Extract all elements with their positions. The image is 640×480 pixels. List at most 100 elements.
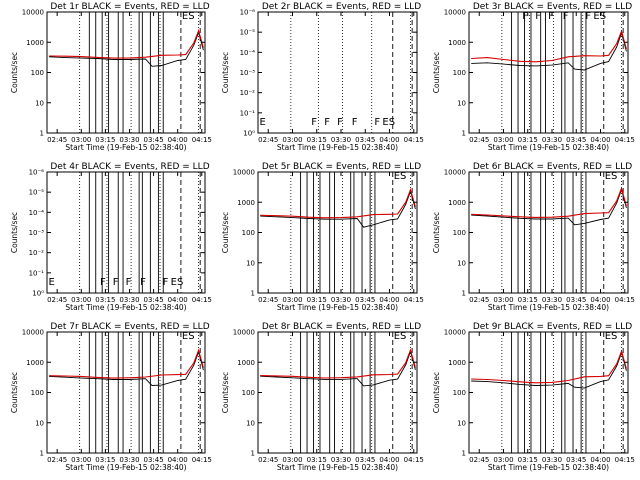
flag-label: ES [605,171,618,182]
y-tick-label: 10⁻⁵ [240,29,256,37]
y-tick-label: 1 [462,450,466,458]
flag-label: ES [382,117,395,128]
x-tick-label: 04:15 [404,136,424,144]
y-tick-label: 10 [35,419,44,427]
x-tick-label: 04:00 [379,136,399,144]
x-tick-label: 04:15 [615,296,635,304]
y-axis-label: Counts/sec [221,372,230,413]
x-tick-label: 02:45 [469,456,489,464]
x-tick-label: 03:45 [566,136,586,144]
y-tick-label: 10⁻² [29,249,45,257]
y-tick-label: 10000 [444,169,466,177]
flag-label: F [140,277,146,288]
y-tick-label: 100 [453,229,466,237]
series-line-lld [260,187,416,219]
flag-label: ES [171,277,184,288]
x-tick-label: 03:15 [95,136,115,144]
panel-title: Det 6r BLACK = Events, RED = LLD [473,162,632,172]
flag-label: F [311,117,317,128]
y-tick-label: 1 [251,290,255,298]
series-line-lld [471,29,627,63]
x-tick-label: 03:45 [143,136,163,144]
x-tick-label: 04:15 [404,456,424,464]
flag-label: F [585,11,591,22]
x-tick-label: 03:00 [493,456,513,464]
y-tick-label: 100 [242,229,255,237]
x-tick-label: 02:45 [47,456,67,464]
y-tick-label: 1 [251,450,255,458]
x-axis-label: Start Time (19-Feb-15 02:38:40) [277,303,398,312]
y-tick-label: 10⁻⁵ [29,189,45,197]
x-tick-label: 02:45 [258,136,278,144]
x-tick-label: 04:00 [590,296,610,304]
x-tick-label: 03:00 [282,456,302,464]
y-tick-label: 1000 [237,359,255,367]
panel-title: Det 9r BLACK = Events, RED = LLD [473,322,632,332]
y-tick-label: 1 [40,130,44,138]
flag-label: F [548,11,554,22]
x-tick-label: 03:30 [542,296,562,304]
x-tick-label: 02:45 [258,296,278,304]
flag-label: ES [593,11,606,22]
flag-label: ES [394,171,407,182]
x-tick-label: 04:15 [192,296,212,304]
y-tick-label: 1 [462,130,466,138]
x-tick-label: 03:00 [71,296,91,304]
x-tick-label: 03:45 [566,296,586,304]
x-axis-label: Start Time (19-Feb-15 02:38:40) [65,143,186,152]
x-tick-label: 03:15 [95,296,115,304]
x-tick-label: 03:30 [331,136,351,144]
flag-label: F [113,277,119,288]
y-tick-label: 1000 [448,359,466,367]
x-tick-label: 02:45 [47,136,67,144]
y-tick-label: 10000 [22,9,44,17]
y-tick-label: 10 [457,259,466,267]
y-tick-label: 10000 [233,329,255,337]
panel-title: Det 1r BLACK = Events, RED = LLD [50,2,209,12]
flag-label: F [563,11,569,22]
y-tick-label: 10⁻⁶ [29,169,45,177]
y-axis-label: Counts/sec [221,52,230,93]
x-tick-label: 03:15 [518,296,538,304]
x-tick-label: 03:30 [119,296,139,304]
x-tick-label: 04:00 [379,296,399,304]
y-tick-label: 1000 [26,359,44,367]
x-tick-label: 04:00 [168,296,188,304]
x-tick-label: 04:15 [192,456,212,464]
y-tick-label: 1000 [26,39,44,47]
x-tick-label: 03:45 [355,296,375,304]
flag-label: F [163,277,169,288]
y-tick-label: 10 [246,419,255,427]
flag-label: ES [182,331,195,342]
y-tick-label: 10000 [444,329,466,337]
y-tick-label: 10⁻² [240,89,256,97]
x-tick-label: 03:45 [355,456,375,464]
panel-title: Det 4r BLACK = Events, RED = LLD [50,162,209,172]
y-tick-label: 10⁻³ [240,69,256,77]
series-line-events [471,351,627,389]
x-tick-label: 04:00 [590,456,610,464]
x-tick-label: 03:30 [119,456,139,464]
y-tick-label: 10⁻¹ [240,109,256,117]
y-axis-label: Counts/sec [432,52,441,93]
series-line-events [260,350,416,387]
series-line-events [49,31,204,67]
x-tick-label: 04:00 [379,456,399,464]
flag-label: F [337,117,343,128]
flag-label: E [49,277,55,288]
series-line-lld [471,349,627,384]
y-axis-label: Counts/sec [10,212,19,253]
y-tick-label: 10⁰ [243,130,255,138]
series-line-events [471,31,627,71]
x-tick-label: 03:45 [355,136,375,144]
y-tick-label: 1000 [448,199,466,207]
x-tick-label: 02:45 [469,296,489,304]
y-tick-label: 10⁻¹ [29,269,45,277]
